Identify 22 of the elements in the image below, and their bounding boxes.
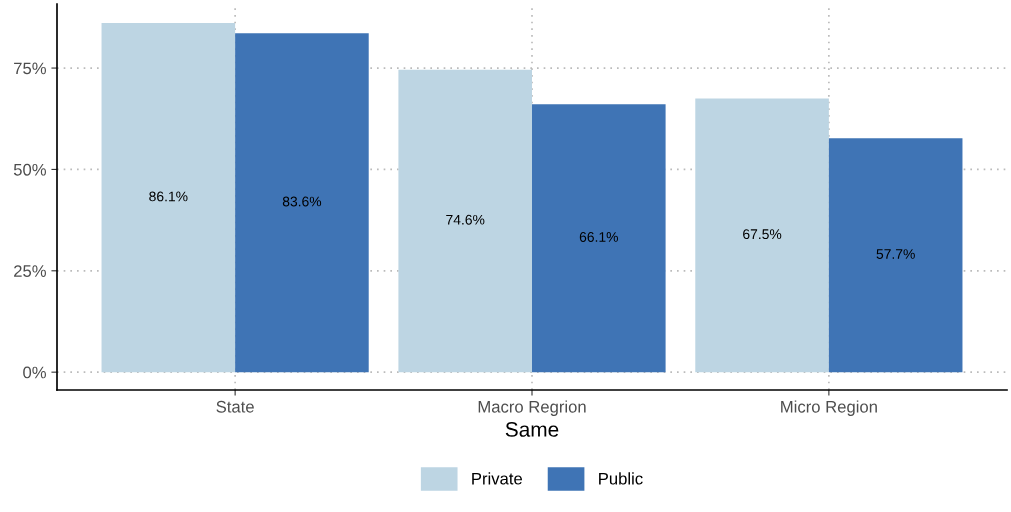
bar — [101, 23, 236, 373]
x-axis-title: Same — [505, 422, 559, 437]
data-label: 67.5% — [743, 229, 782, 240]
bar — [828, 138, 963, 373]
bar — [532, 104, 666, 373]
data-label: 74.6% — [446, 214, 485, 225]
y-tick-label: 75% — [14, 62, 46, 75]
legend-label: Private — [472, 472, 522, 485]
legend-label: Public — [599, 472, 643, 485]
bar — [235, 33, 369, 373]
y-tick-label: 0% — [23, 366, 46, 379]
x-tick-label: Macro Regrion — [478, 400, 586, 416]
bar — [695, 98, 829, 373]
data-label: 57.7% — [876, 249, 915, 259]
data-label: 66.1% — [579, 232, 618, 242]
x-tick-label: Micro Region — [781, 400, 877, 416]
y-tick-label: 25% — [14, 265, 46, 277]
x-tick-label: State — [216, 400, 254, 413]
bar — [398, 69, 532, 373]
data-label: 83.6% — [282, 196, 322, 207]
data-label: 86.1% — [149, 191, 188, 202]
y-tick-label: 50% — [13, 163, 46, 176]
